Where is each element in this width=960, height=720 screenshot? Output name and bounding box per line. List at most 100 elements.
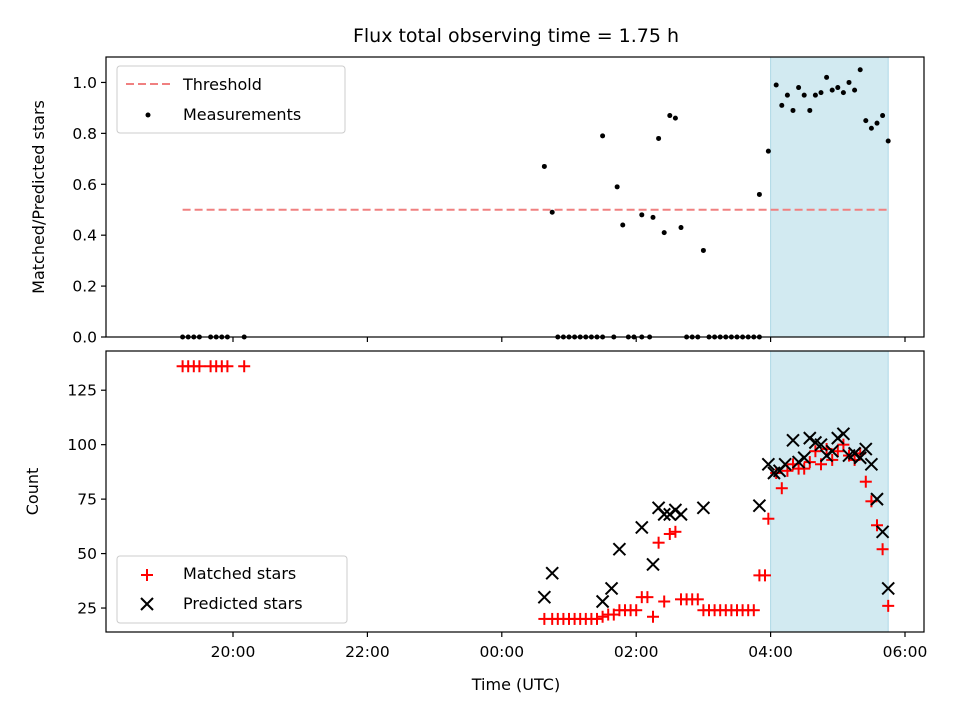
x-tick-label: 22:00 [345,643,390,661]
measurement-point [667,113,673,119]
matched-star-point [876,543,889,556]
predicted-star-point [646,557,660,572]
measurement-point [812,92,818,98]
matched-star-point [759,569,771,582]
x-tick-label: 20:00 [211,643,256,661]
bottom-legend: Matched stars Predicted stars [116,555,348,624]
bottom-x-ticks: 20:00 22:00 00:00 02:00 04:00 06:00 [211,632,927,661]
y-tick-label: 0.0 [72,329,97,347]
measurement-point [874,120,880,126]
predicted-star-point [696,501,711,515]
matched-star-point [641,591,654,604]
matched-star-point [596,610,609,623]
predicted-star-point [604,581,619,596]
matched-star-points [176,360,895,625]
x-tick-label: 00:00 [479,643,524,661]
predicted-star-points [537,427,895,609]
bottom-axes-frame [105,350,925,633]
y-tick-label: 0.6 [72,176,97,194]
measurement-point [756,191,762,197]
measurement-point [678,225,684,231]
y-tick-label: 75 [77,491,97,509]
predicted-star-point [612,542,627,556]
measurement-point [656,135,662,141]
top-y-axis-label: Matched/Predicted stars [29,100,48,294]
ratio-panel: 0.0 0.2 0.4 0.6 0.8 1.0 Matched/Predicted sta… [29,56,925,347]
y-tick-label: 100 [67,436,97,454]
measurement-point [801,92,807,98]
predicted-star-point [657,507,671,522]
predicted-star-point [875,525,890,539]
matched-star-point [647,610,659,623]
top-y-ticks: 0.0 0.2 0.4 0.6 0.8 1.0 [72,74,106,347]
measurement-point [650,214,656,220]
matched-legend-label: Matched stars [183,564,296,583]
measurement-point [835,85,841,91]
measurement-point [880,113,886,119]
matched-star-point [882,599,895,612]
matched-star-point [663,527,676,540]
measurement-point [885,138,891,144]
matched-star-point [762,512,775,525]
matched-star-point [221,360,234,373]
predicted-star-point [870,492,884,506]
x-tick-label: 04:00 [748,643,793,661]
y-tick-label: 50 [77,545,97,563]
measurement-point [807,107,813,113]
bottom-observing-span [770,350,889,633]
predicted-star-point [778,457,792,471]
y-tick-label: 0.4 [72,227,97,245]
predicted-star-point [674,507,688,522]
bottom-y-axis-label: Count [23,468,42,516]
predicted-star-point [786,433,800,448]
predicted-star-point [864,457,879,471]
measurement-point [779,102,785,108]
measurement-point [661,230,667,236]
bottom-legend-box [116,555,348,624]
measurement-point [773,82,779,88]
measurement-point [541,163,547,169]
matched-star-point [630,604,643,617]
matched-star-point [871,519,883,532]
threshold-legend-label: Threshold [182,75,262,94]
measurement-point [639,212,645,218]
top-legend-box [116,65,346,134]
measurement-point [790,107,796,113]
matched-star-point [591,612,603,625]
matched-star-point [798,462,811,475]
matched-star-point [809,445,822,458]
y-tick-label: 0.2 [72,278,97,296]
y-tick-label: 25 [77,600,97,618]
matched-star-point [747,604,760,617]
matched-star-point [238,360,251,373]
predicted-star-point [825,444,839,458]
matched-star-point [652,536,665,549]
predicted-star-point [814,437,828,452]
measurement-point [672,115,678,121]
measurement-point [863,118,869,124]
top-axes-frame [105,56,925,338]
measurement-point [784,92,790,98]
predicted-star-point [545,566,559,580]
count-panel: 25 50 75 100 125 20:00 22:00 00:00 02:00 04:00 06… [23,350,927,694]
chart-title: Flux total observing time = 1.75 h [353,25,679,47]
predicted-legend-label: Predicted stars [183,594,303,613]
predicted-legend-swatch [140,597,154,611]
x-axis-label: Time (UTC) [471,675,560,694]
measurement-point [700,247,706,253]
measurement-point [852,87,858,93]
measurement-point [549,209,555,215]
measurement-point [620,222,626,228]
matched-star-point [859,475,872,488]
top-observing-span [770,56,889,338]
measurement-point [796,85,802,91]
measurement-point [829,87,835,93]
predicted-star-point [635,520,649,535]
matched-star-point [193,360,206,373]
measurement-point [868,125,874,131]
x-tick-label: 02:00 [614,643,659,661]
matched-star-point [691,593,704,606]
predicted-star-point [836,427,851,441]
measurement-point [614,184,620,190]
